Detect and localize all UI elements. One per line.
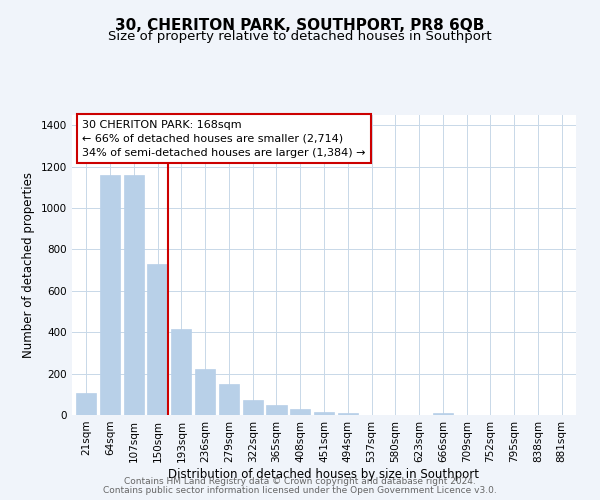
Bar [219,384,239,415]
Text: Contains HM Land Registry data © Crown copyright and database right 2024.: Contains HM Land Registry data © Crown c… [124,477,476,486]
Bar [290,409,310,415]
Y-axis label: Number of detached properties: Number of detached properties [22,172,35,358]
Bar [433,414,453,415]
Bar [242,400,263,415]
Bar [124,175,144,415]
Bar [148,264,167,415]
Bar [100,175,120,415]
Text: 30 CHERITON PARK: 168sqm
← 66% of detached houses are smaller (2,714)
34% of sem: 30 CHERITON PARK: 168sqm ← 66% of detach… [82,120,365,158]
Bar [76,393,97,415]
Bar [338,412,358,415]
X-axis label: Distribution of detached houses by size in Southport: Distribution of detached houses by size … [169,468,479,480]
Text: 30, CHERITON PARK, SOUTHPORT, PR8 6QB: 30, CHERITON PARK, SOUTHPORT, PR8 6QB [115,18,485,32]
Bar [266,404,287,415]
Bar [171,329,191,415]
Bar [195,370,215,415]
Text: Size of property relative to detached houses in Southport: Size of property relative to detached ho… [108,30,492,43]
Bar [314,412,334,415]
Text: Contains public sector information licensed under the Open Government Licence v3: Contains public sector information licen… [103,486,497,495]
